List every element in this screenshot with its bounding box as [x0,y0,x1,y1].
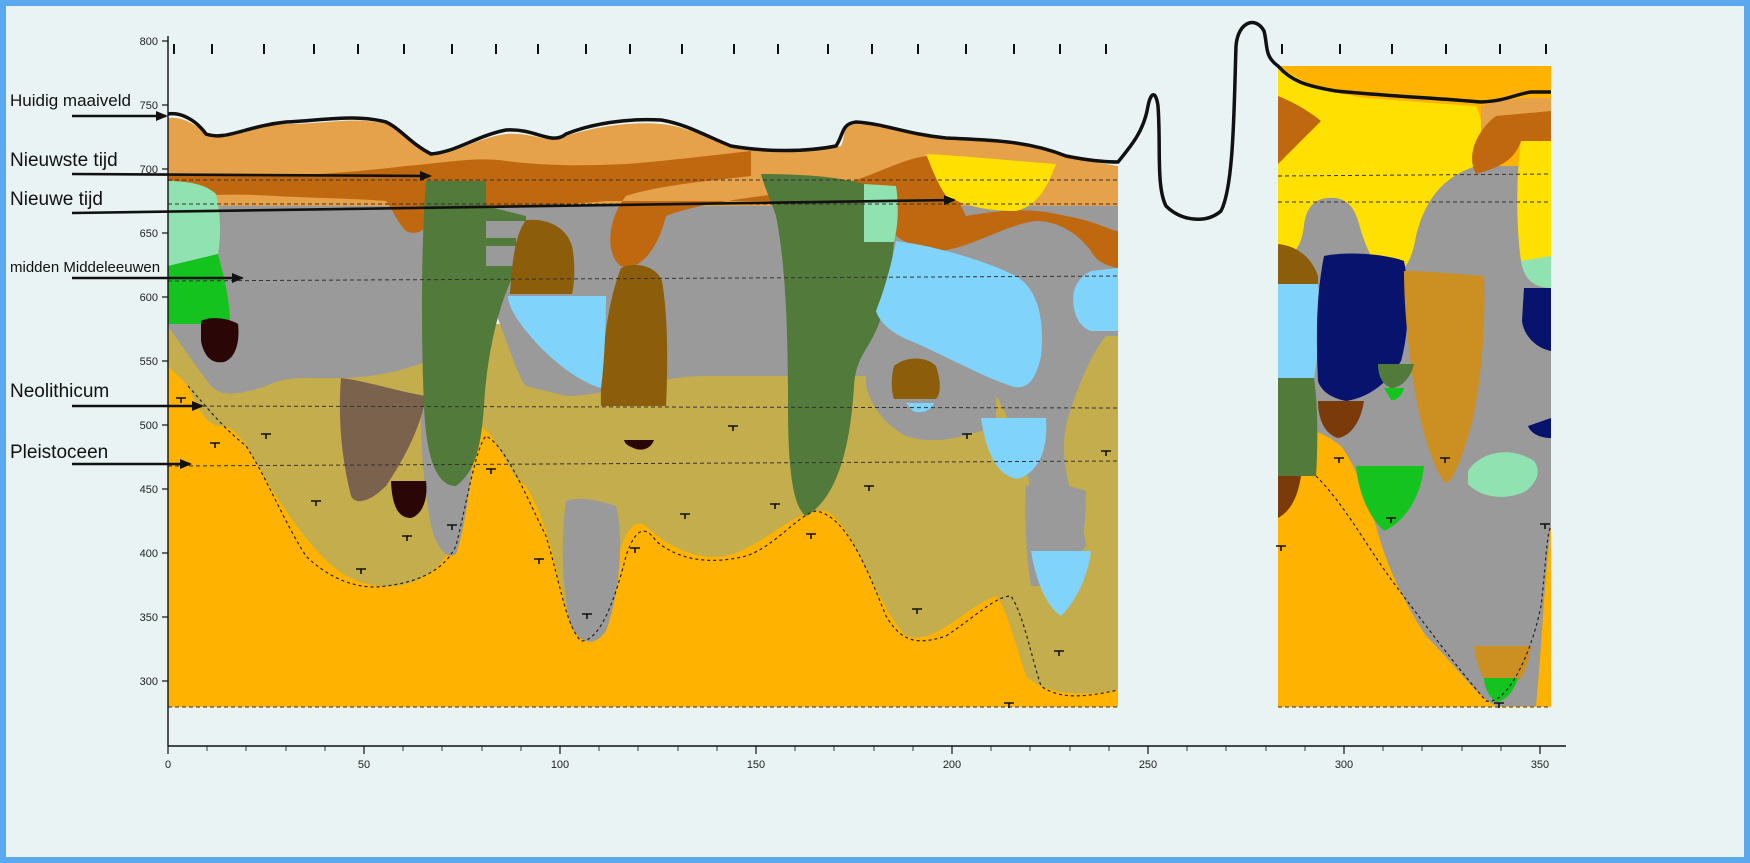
period-lines [167,173,1552,708]
right-ochre-bottom [1474,646,1531,682]
right-topsoil-dark [1278,96,1321,164]
label-neolithicum: Neolithicum [10,381,109,402]
diagram-frame: 800 750 700 650 600 550 500 450 400 350 … [6,6,1744,857]
light-green-patch [864,184,898,242]
brown-small-patch [891,358,940,399]
y-tick-750: 750 [140,100,158,112]
x-tick-200: 200 [943,759,961,771]
period-labels: Huidig maaiveld Nieuwste tijd Nieuwe tij… [10,91,160,463]
light-blue-lens-5 [1073,268,1118,331]
dark-brown-blob [201,318,239,363]
borehole-end-markers [176,397,1550,708]
right-navy-small [1522,288,1551,351]
light-blue-lens-4 [1031,551,1091,616]
right-bright-green-small [1384,388,1404,401]
current-ground-surface [167,20,1551,221]
right-navy-lens [1528,418,1551,438]
y-tick-800: 800 [140,36,158,48]
x-tick-150: 150 [747,759,765,771]
bright-green-block [168,254,230,324]
y-tick-600: 600 [140,292,158,304]
borehole-markers [173,44,1547,54]
right-topsoil-dark-2 [1472,111,1551,174]
right-section [1278,66,1551,707]
yellow-sand-patch [926,154,1056,211]
right-light-green-top [1521,256,1551,288]
label-midden-middeleeuwen: midden Middeleeuwen [10,259,160,276]
label-pleistoceen: Pleistoceen [10,442,108,463]
y-tick-500: 500 [140,420,158,432]
right-light-green-lens [1468,452,1538,497]
x-axis: 0 50 100 150 200 250 300 350 [165,745,1566,771]
y-tick-700: 700 [140,164,158,176]
dark-brown-blob-2 [391,481,427,518]
dark-green-column-2 [761,174,894,516]
y-tick-400: 400 [140,548,158,560]
y-tick-550: 550 [140,356,158,368]
right-brown-drop [1318,401,1364,438]
light-blue-lens-2 [876,241,1042,388]
dark-green-column-1 [421,181,526,486]
right-yellow-sand [1278,66,1482,275]
y-tick-650: 650 [140,228,158,240]
x-tick-350: 350 [1531,759,1549,771]
right-green-bottom [1484,678,1518,702]
right-dark-green-small [1378,364,1414,388]
right-brown-top [1278,244,1318,284]
y-axis: 800 750 700 650 600 550 500 450 400 350 … [140,36,169,746]
brown-lobe-2 [600,264,668,406]
grey-lobe [562,498,621,642]
arrow-nieuwe [71,195,956,215]
x-tick-0: 0 [165,759,171,771]
left-section [168,117,1118,707]
arrow-nieuwste [71,170,432,181]
light-blue-lens-3 [981,418,1047,479]
label-nieuwste-tijd: Nieuwste tijd [10,150,118,171]
right-dark-green [1278,378,1318,476]
label-nieuwe-tijd: Nieuwe tijd [10,189,103,210]
pleistocene-boundary-left [187,385,1119,697]
label-huidig-maaiveld: Huidig maaiveld [10,91,131,110]
x-tick-100: 100 [551,759,569,771]
x-tick-250: 250 [1139,759,1157,771]
light-blue-lens-1 [508,296,606,388]
y-tick-450: 450 [140,484,158,496]
brown-lobe-1 [510,219,575,294]
right-brown-base [1278,476,1301,518]
right-yellow-sand-2 [1517,141,1551,261]
y-tick-350: 350 [140,612,158,624]
right-light-blue [1278,284,1320,378]
period-arrows [71,111,956,469]
mid-brown-wedge [339,378,426,502]
pleistocene-boundary-right [1315,475,1552,702]
x-tick-50: 50 [358,759,370,771]
x-tick-300: 300 [1335,759,1353,771]
y-tick-300: 300 [140,676,158,688]
right-ochre-wedge [1404,271,1485,484]
dark-brown-blob-3 [624,440,654,450]
topsoil-dark [168,151,1118,268]
light-green-column [168,181,221,266]
right-bright-green [1356,466,1424,531]
soil-profile-diagram: 800 750 700 650 600 550 500 450 400 350 … [10,20,1566,771]
